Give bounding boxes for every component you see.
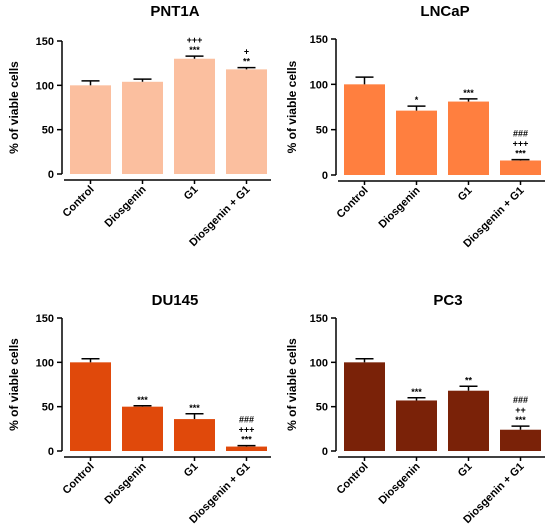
significance-marker: * bbox=[415, 95, 419, 105]
bar-4 bbox=[226, 69, 267, 174]
y-tick-label: 150 bbox=[310, 34, 328, 46]
chart-title: LNCaP bbox=[420, 3, 469, 20]
y-axis-label: % of viable cells bbox=[7, 61, 21, 154]
bar-2 bbox=[396, 110, 437, 175]
significance-marker: ** bbox=[243, 57, 251, 67]
significance-marker: ** bbox=[465, 375, 473, 385]
x-tick-label: Control bbox=[334, 185, 370, 221]
significance-marker: *** bbox=[515, 415, 526, 425]
y-tick-label: 50 bbox=[316, 402, 328, 414]
y-tick-label: 150 bbox=[36, 313, 54, 325]
y-tick-label: 150 bbox=[310, 313, 328, 325]
x-tick-label: G1 bbox=[182, 184, 201, 203]
bar-1 bbox=[344, 84, 385, 175]
x-tick-label: Diosgenin bbox=[377, 460, 423, 506]
bar-4 bbox=[226, 446, 267, 451]
chart-panel-du145: DU145 % of viable cells Control *** Diosgeni… bbox=[7, 292, 271, 526]
x-tick-label: G1 bbox=[456, 461, 475, 480]
bar-2 bbox=[122, 406, 163, 451]
chart-panel-lncap: LNCaP % of viable cells Control * Diosgenin *… bbox=[285, 3, 545, 250]
significance-marker: +++ bbox=[187, 35, 203, 45]
y-tick-label: 50 bbox=[316, 125, 328, 137]
bar-4 bbox=[500, 429, 541, 451]
chart-panel-pc3: PC3 % of viable cells Control *** Diosgenin *… bbox=[285, 292, 545, 526]
y-tick-label: 100 bbox=[36, 80, 54, 92]
significance-marker: ### bbox=[239, 415, 254, 425]
significance-marker: +++ bbox=[239, 425, 255, 435]
x-tick-label: Control bbox=[60, 461, 96, 497]
bar-1 bbox=[344, 362, 385, 451]
significance-marker: *** bbox=[241, 435, 252, 445]
y-axis-label: % of viable cells bbox=[285, 338, 299, 431]
y-tick-label: 0 bbox=[48, 446, 54, 458]
significance-marker: *** bbox=[463, 88, 474, 98]
significance-marker: ### bbox=[513, 129, 528, 139]
x-tick-label: Diosgenin bbox=[103, 183, 149, 229]
significance-marker: +++ bbox=[513, 139, 529, 149]
y-tick-label: 50 bbox=[42, 402, 54, 414]
y-tick-label: 0 bbox=[322, 170, 328, 182]
x-tick-label: Control bbox=[334, 461, 370, 497]
chart-title: DU145 bbox=[152, 292, 199, 309]
x-tick-label: Diosgenin bbox=[103, 460, 149, 506]
y-axis-label: % of viable cells bbox=[7, 338, 21, 431]
bar-4 bbox=[500, 160, 541, 175]
significance-marker: *** bbox=[515, 149, 526, 159]
bar-2 bbox=[396, 400, 437, 451]
y-tick-label: 50 bbox=[42, 125, 54, 137]
significance-marker: *** bbox=[189, 403, 200, 413]
x-tick-label: Diosgenin bbox=[377, 184, 423, 230]
y-axis-label: % of viable cells bbox=[285, 60, 299, 153]
y-tick-label: 100 bbox=[310, 357, 328, 369]
significance-marker: + bbox=[244, 47, 249, 57]
y-tick-label: 0 bbox=[48, 169, 54, 181]
bar-3 bbox=[174, 58, 215, 174]
y-tick-label: 150 bbox=[36, 36, 54, 48]
significance-marker: ### bbox=[513, 395, 528, 405]
y-tick-label: 100 bbox=[310, 79, 328, 91]
significance-marker: ++ bbox=[515, 405, 526, 415]
bar-3 bbox=[448, 101, 489, 175]
chart-title: PNT1A bbox=[150, 3, 199, 20]
x-tick-label: G1 bbox=[182, 461, 201, 480]
bar-3 bbox=[174, 419, 215, 451]
significance-marker: *** bbox=[137, 395, 148, 405]
bar-1 bbox=[70, 362, 111, 451]
y-tick-label: 100 bbox=[36, 357, 54, 369]
significance-marker: *** bbox=[189, 45, 200, 55]
bar-3 bbox=[448, 390, 489, 451]
bar-1 bbox=[70, 85, 111, 174]
y-tick-label: 0 bbox=[322, 446, 328, 458]
significance-marker: *** bbox=[411, 387, 422, 397]
x-tick-label: Control bbox=[60, 184, 96, 220]
chart-title: PC3 bbox=[433, 292, 462, 309]
x-tick-label: G1 bbox=[456, 185, 475, 204]
bar-2 bbox=[122, 81, 163, 174]
